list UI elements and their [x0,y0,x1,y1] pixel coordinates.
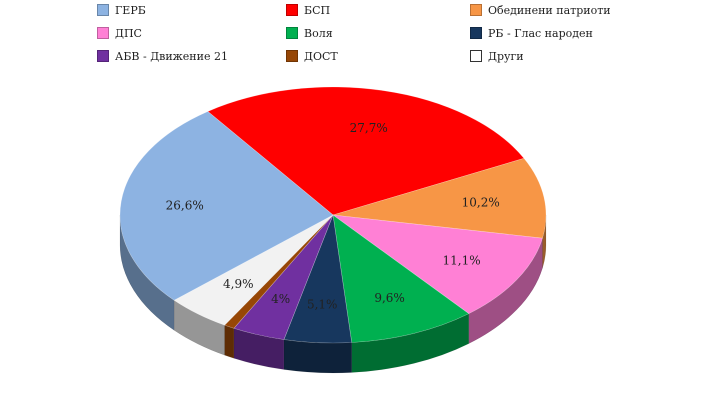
pie-slice-side-5 [283,339,352,374]
chart-legend: ГЕРБ БСП Обединени патриоти ДПС Воля РБ … [0,0,715,66]
legend-item-dps: ДПС [97,25,142,41]
pie-labels: 27,7% 10,2% 11,1% 9,6% 5,1% 4% 0,8% 4,9% 26,6% [166,121,500,400]
legend-label: АБВ - Движение 21 [115,49,228,63]
pie-slices [119,86,547,374]
legend-label: ДПС [115,26,142,40]
legend-swatch [97,4,109,16]
pie-label-4: 9,6% [374,291,405,305]
legend-label: Воля [304,26,333,40]
legend-swatch [470,50,482,62]
legend-item-bsp: БСП [286,2,330,18]
pie-label-8: 4,9% [223,277,254,291]
legend-item-volya: Воля [286,25,333,41]
pie-label-7: 0,8% [175,398,206,400]
pie-slice-5 [283,213,353,344]
pie-slice-2 [332,157,547,239]
pie-slice-8 [173,214,334,326]
pie-label-6: 4% [271,292,290,306]
pie-label-5: 5,1% [307,297,338,311]
pie-label-1: 27,7% [350,121,388,135]
legend-swatch [470,27,482,39]
legend-label: РБ - Глас народен [488,26,593,40]
legend-swatch [97,50,109,62]
legend-label: Обединени патриоти [488,3,611,17]
legend-label: БСП [304,3,331,17]
pie-label-0: 26,6% [166,198,204,212]
legend-item-gerb: ГЕРБ [97,2,146,18]
pie-label-3: 11,1% [443,253,481,267]
legend-swatch [470,4,482,16]
pie-slice-1 [207,86,525,216]
legend-item-abv: АБВ - Движение 21 [97,48,228,64]
legend-item-dost: ДОСТ [286,48,338,64]
legend-item-rb: РБ - Глас народен [470,25,593,41]
pie-slice-0 [119,111,334,301]
pie-slice-6 [233,214,334,340]
legend-item-patriots: Обединени патриоти [470,2,611,18]
pie-label-2: 10,2% [462,196,500,210]
pie-slice-side-7 [224,324,235,359]
legend-item-other: Други [470,48,524,64]
legend-swatch [286,4,298,16]
legend-label: ГЕРБ [115,3,146,17]
legend-label: ДОСТ [304,49,338,63]
legend-label: Други [488,49,524,63]
legend-swatch [286,27,298,39]
legend-swatch [97,27,109,39]
pie-slice-3 [331,214,543,314]
legend-swatch [286,50,298,62]
pie-slice-7 [224,214,334,329]
pie-slice-4 [332,214,470,343]
